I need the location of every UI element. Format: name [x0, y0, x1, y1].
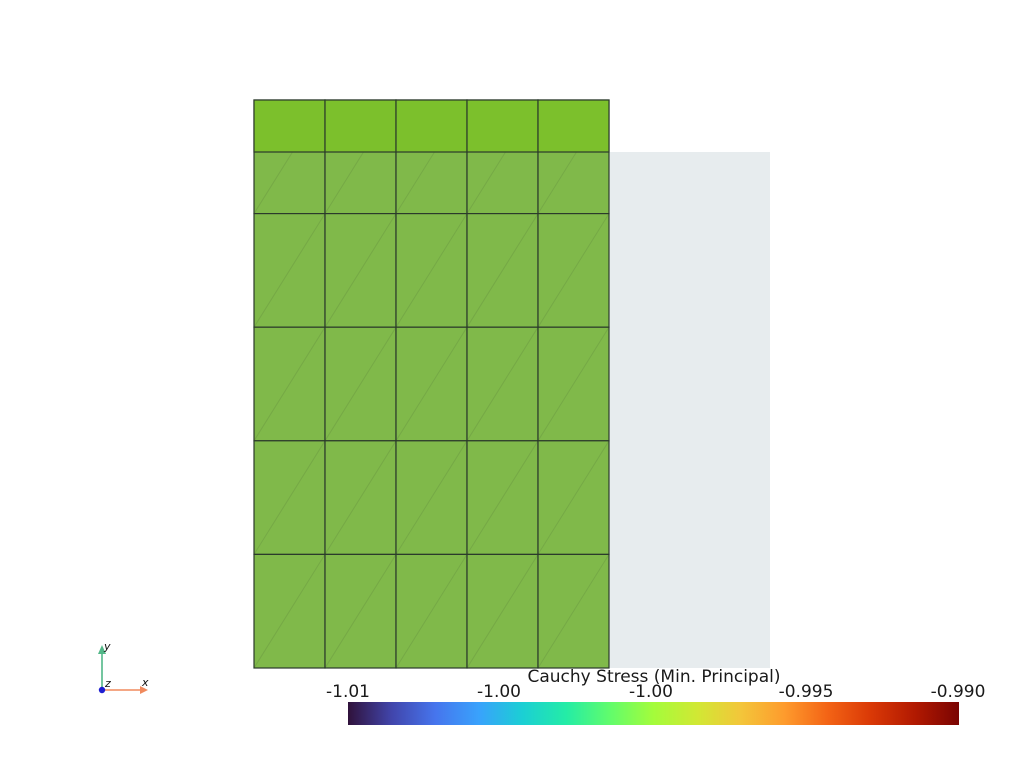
colorbar-tick-label: -0.990	[931, 682, 986, 702]
mesh-cell-diagonal	[324, 213, 397, 328]
mesh-cell-diagonal	[324, 440, 397, 555]
mesh-cell	[466, 326, 539, 442]
y-axis-arrowhead	[98, 645, 106, 654]
z-axis-label: z	[104, 677, 111, 690]
orientation-axes[interactable]: x y z	[98, 640, 149, 694]
colorbar-tick-label: -0.995	[779, 682, 834, 702]
mesh-cell-diagonal	[253, 554, 326, 669]
mesh-top-band	[324, 99, 397, 153]
mesh-cell-diagonal	[395, 326, 468, 442]
mesh-cell	[537, 553, 610, 669]
mesh-cell	[253, 326, 326, 442]
mesh-cell-diagonal	[324, 326, 397, 442]
mesh-cell	[324, 326, 397, 442]
mesh-cell	[253, 553, 326, 669]
colorbar-gradient	[348, 702, 959, 725]
mesh-cell	[253, 440, 326, 555]
mesh-cell-diagonal	[466, 213, 539, 328]
mesh-cell-diagonal	[395, 554, 468, 669]
mesh-cell	[324, 213, 397, 328]
mesh-cell-diagonal	[395, 440, 468, 555]
mesh-cell	[324, 553, 397, 669]
colorbar: Cauchy Stress (Min. Principal) -1.01 -1.…	[326, 667, 985, 725]
mesh-top-band	[466, 99, 539, 153]
mesh-cell-diagonal	[537, 213, 610, 328]
mesh-cell	[537, 440, 610, 555]
z-axis-dot	[98, 686, 106, 694]
mesh-cell	[395, 440, 468, 555]
colorbar-tick-label: -1.00	[629, 682, 673, 702]
mesh-cell-diagonal	[395, 213, 468, 328]
mesh-cell-diagonal	[466, 440, 539, 555]
mesh-cell-diagonal	[537, 440, 610, 555]
mesh-cell	[253, 213, 326, 328]
mesh-cell-diagonal	[466, 554, 539, 669]
mesh-cell	[395, 213, 468, 328]
mesh-top-band	[395, 99, 468, 153]
mesh-cell-diagonal	[253, 440, 326, 555]
mesh-cell-diagonal	[537, 326, 610, 442]
mesh-cell-diagonal	[537, 554, 610, 669]
mesh-cell	[395, 326, 468, 442]
mesh-cell	[537, 213, 610, 328]
mesh-cell-diagonal	[466, 326, 539, 442]
deformed-mesh[interactable]	[253, 99, 610, 669]
mesh-top-band	[537, 99, 610, 153]
mesh-cell	[395, 553, 468, 669]
colorbar-title: Cauchy Stress (Min. Principal)	[528, 667, 781, 687]
colorbar-tick-label: -1.01	[326, 682, 370, 702]
x-axis-arrowhead	[140, 686, 148, 694]
y-axis-label: y	[103, 640, 111, 653]
mesh-cell	[466, 213, 539, 328]
mesh-cell-diagonal	[253, 326, 326, 442]
mesh-cell-diagonal	[253, 213, 326, 328]
x-axis-label: x	[141, 676, 149, 689]
mesh-cell	[537, 326, 610, 442]
mesh-cell-diagonal	[324, 554, 397, 669]
mesh-top-band	[253, 99, 326, 153]
colorbar-tick-label: -1.00	[477, 682, 521, 702]
